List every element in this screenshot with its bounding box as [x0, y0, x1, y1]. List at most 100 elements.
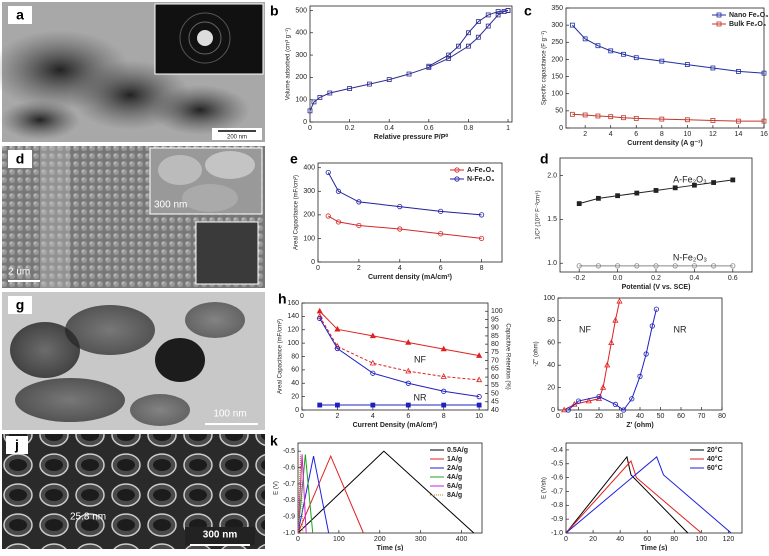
chart: 0100200300400-1.0-0.9-0.8-0.7-0.6-0.5Tim… [274, 443, 482, 551]
y-tick-label: 20 [547, 384, 555, 391]
y2-tick-label: 85 [491, 333, 499, 340]
x-tick-label: 1 [506, 125, 510, 132]
y-tick-label: -0.8 [283, 497, 295, 504]
marker [616, 194, 620, 198]
x-tick-label: 8 [480, 265, 484, 272]
x-tick-label: 20 [589, 536, 597, 543]
x-tick-label: -0.2 [573, 275, 585, 282]
y-tick-label: 1.0 [547, 260, 557, 267]
y-tick-label: 60 [547, 340, 555, 347]
y-tick-label: 250 [551, 39, 563, 46]
x-axis-label: Time (s) [377, 545, 404, 551]
y-tick-label: 300 [303, 188, 315, 195]
x-tick-label: 30 [616, 413, 624, 420]
legend-label: 20°C [707, 446, 723, 454]
y-tick-label: 50 [555, 108, 563, 115]
annotation: A-Fe₂O₃ [673, 174, 707, 184]
legend-label: 60°C [707, 464, 723, 472]
x-tick-label: 0.4 [384, 125, 394, 132]
y-tick-label: 40 [291, 380, 299, 387]
marker [335, 403, 339, 407]
marker [654, 188, 658, 192]
y2-tick-label: 95 [491, 316, 499, 323]
y-tick-label: 300 [551, 22, 563, 29]
y-axis-label: E (V) [274, 481, 280, 495]
y-tick-label: -0.6 [551, 474, 563, 481]
annotation: NR [674, 324, 687, 334]
panel-label: g [16, 297, 25, 313]
x-tick-label: 4 [609, 131, 613, 138]
x-tick-label: 0.6 [728, 275, 738, 282]
x-tick-label: 12 [709, 131, 717, 138]
x-tick-label: 0 [316, 265, 320, 272]
x-tick-label: 0 [556, 413, 560, 420]
y-tick-label: 300 [295, 52, 307, 59]
panel-label: b [270, 3, 279, 19]
x-tick-label: 0.0 [613, 275, 623, 282]
y-tick-label: -0.7 [551, 488, 563, 495]
x-tick-label: 0.8 [464, 125, 474, 132]
y-tick-label: 100 [543, 295, 555, 302]
x-tick-label: 6 [634, 131, 638, 138]
legend-label: 0.5A/g [447, 447, 468, 454]
x-tick-label: 100 [696, 536, 708, 543]
y-tick-label: -0.5 [283, 448, 295, 455]
figure: 200 nm a 300 nm 2 um d 100 nm g 25.8 nm … [0, 0, 769, 551]
y-tick-label: -0.9 [283, 513, 295, 520]
y2-tick-label: 60 [491, 374, 499, 381]
x-axis-label: Current density (A g⁻¹) [627, 140, 702, 147]
x-axis-label: Potential (V vs. SCE) [622, 284, 691, 291]
inset-scale-label: 300 nm [154, 200, 187, 211]
y-tick-label: 350 [551, 5, 563, 12]
y-axis-label: E (V/sh) [542, 477, 548, 499]
image-d: 300 nm 2 um d [2, 146, 265, 288]
panel-label: d [540, 151, 549, 167]
x-axis-label: Relative pressure P/P⁰ [374, 133, 449, 141]
x-tick-label: 80 [670, 536, 678, 543]
y-tick-label: 200 [551, 56, 563, 63]
marker [406, 403, 410, 407]
y-tick-label: 0 [551, 407, 555, 414]
image-j: 25.8 nm 300 nm j [2, 434, 265, 549]
chart: 020406080100120-1.0-0.9-0.8-0.7-0.6-0.5-… [542, 443, 742, 551]
legend-label: 4A/g [447, 474, 462, 481]
y-tick-label: 0 [559, 125, 563, 132]
x-tick-label: 60 [677, 413, 685, 420]
x-tick-label: 10 [475, 413, 483, 420]
x-tick-label: 0.2 [651, 275, 661, 282]
y-tick-label: -1.0 [551, 530, 563, 537]
plot-frame [560, 158, 752, 272]
x-tick-label: 0.6 [424, 125, 434, 132]
y-tick-label: 100 [551, 91, 563, 98]
plot-frame [310, 6, 512, 122]
legend-label: 40°C [707, 455, 723, 463]
y-tick-label: 140 [287, 313, 299, 320]
x-tick-label: 16 [760, 131, 768, 138]
chart: 01020304050607080020406080100Z' (ohm)-Z'… [534, 295, 726, 429]
image-a: 200 nm a [0, 2, 265, 142]
chart: 246810121416050100150200250300350Current… [542, 5, 769, 147]
y2-tick-label: 65 [491, 366, 499, 373]
y-tick-label: 80 [547, 317, 555, 324]
marker [712, 181, 716, 185]
y-tick-label: -1.0 [283, 530, 295, 537]
size-label: 25.8 nm [70, 512, 106, 523]
x-tick-label: 8 [442, 413, 446, 420]
y-tick-label: -0.5 [551, 461, 563, 468]
legend-label: A-Fe₂O₃ [467, 167, 494, 174]
y-axis-label: Areal Capacitance (mF/cm²) [294, 175, 300, 250]
x-tick-label: 0.4 [690, 275, 700, 282]
panel-label: c [524, 3, 532, 19]
marker [477, 403, 481, 407]
x-tick-label: 6 [439, 265, 443, 272]
x-tick-label: 8 [660, 131, 664, 138]
x-tick-label: 10 [575, 413, 583, 420]
legend-label: N-Fe₂O₃ [467, 176, 494, 183]
y-tick-label: -0.4 [551, 447, 563, 454]
y-axis-label: Volume adsorbed (cm³ g⁻¹) [286, 28, 292, 101]
scale-label: 100 nm [213, 409, 246, 420]
panel-label: a [16, 7, 24, 23]
x-tick-label: 2 [335, 413, 339, 420]
marker [596, 196, 600, 200]
